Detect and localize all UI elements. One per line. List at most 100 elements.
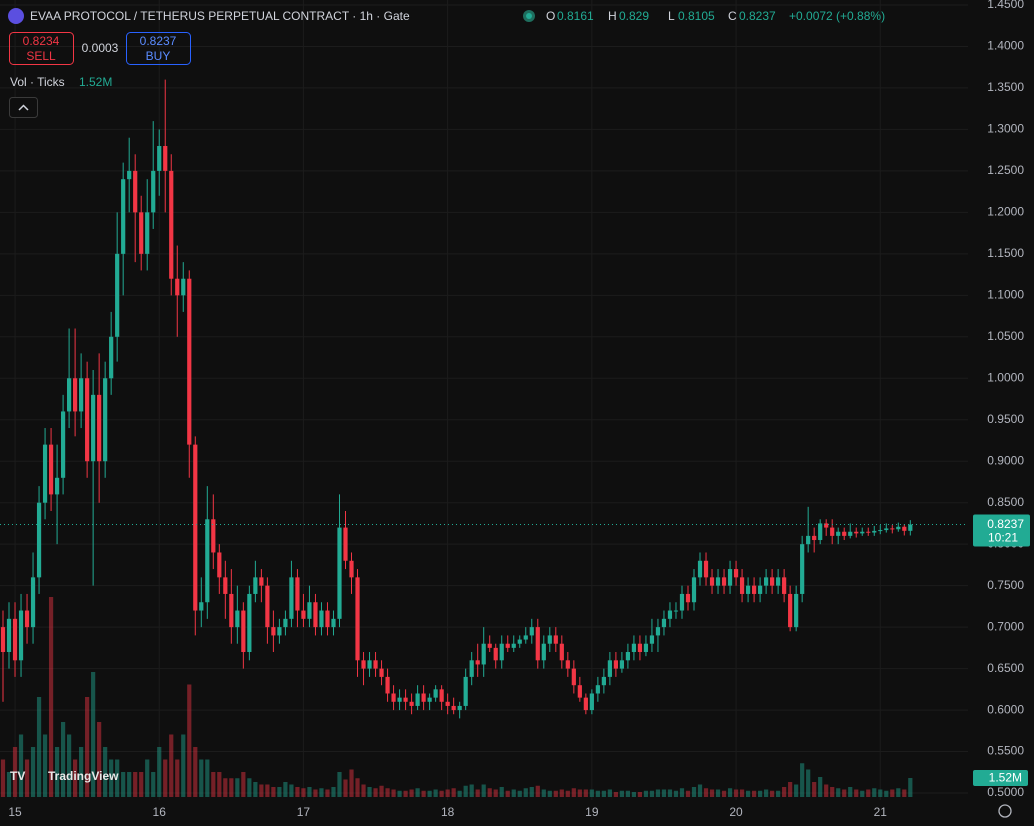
candle-body xyxy=(42,444,48,503)
volume-bar xyxy=(607,789,612,797)
volume-bar xyxy=(241,772,246,797)
volume-bar xyxy=(691,787,697,797)
x-tick-label: 16 xyxy=(153,805,167,819)
candle-body xyxy=(439,689,444,702)
candle-body xyxy=(18,610,24,661)
candle-body xyxy=(217,552,222,578)
volume-bar xyxy=(223,778,228,797)
candle-body xyxy=(145,212,150,254)
volume-bar xyxy=(902,789,907,797)
volume-title: Vol · Ticks xyxy=(10,75,65,89)
volume-bar xyxy=(697,784,703,797)
volume-bar xyxy=(66,734,72,797)
volume-bar xyxy=(103,747,108,797)
candle-body xyxy=(469,660,474,677)
volume-bar xyxy=(547,790,552,797)
volume-bar xyxy=(187,684,192,797)
volume-bar xyxy=(523,788,528,797)
candle-body xyxy=(902,526,907,531)
candle-body xyxy=(836,531,841,536)
volume-bar xyxy=(565,790,570,797)
candle-body xyxy=(421,693,426,702)
volume-tag-label: 1.52M xyxy=(989,771,1022,785)
volume-bar xyxy=(229,778,234,797)
volume-bar xyxy=(703,788,709,797)
volume-bar xyxy=(379,785,384,797)
settings-icon[interactable] xyxy=(998,804,1012,818)
volume-bar xyxy=(115,759,120,797)
candle-body xyxy=(445,701,450,706)
candle-body xyxy=(523,635,528,640)
candle-body xyxy=(571,668,576,686)
sell-price: 0.8234 xyxy=(23,34,60,48)
candle-body xyxy=(673,610,679,612)
candle-body xyxy=(235,610,240,628)
volume-bar xyxy=(457,790,462,797)
candle-body xyxy=(589,693,594,711)
buy-button[interactable] xyxy=(126,32,191,65)
candle-body xyxy=(595,685,600,694)
candle-body xyxy=(433,689,438,698)
countdown-label: 10:21 xyxy=(988,531,1018,545)
volume-bar xyxy=(589,789,594,797)
candle-body xyxy=(253,577,258,594)
candle-body xyxy=(788,593,793,628)
candle-body xyxy=(181,278,186,296)
candle-body xyxy=(103,378,108,462)
candle-body xyxy=(745,585,751,594)
candle-body xyxy=(367,660,372,669)
candle-body xyxy=(48,444,54,495)
y-tick-label: 0.6500 xyxy=(987,661,1024,675)
volume-bar xyxy=(289,784,294,797)
volume-bar xyxy=(890,789,895,797)
ohlc-l: 0.8105 xyxy=(678,9,715,23)
volume-bar xyxy=(619,790,625,797)
volume-bar xyxy=(679,788,685,797)
candle-body xyxy=(307,602,312,619)
candle-body xyxy=(619,660,625,669)
y-tick-label: 1.4500 xyxy=(987,0,1024,11)
candle-body xyxy=(685,593,691,603)
time-axis-bg xyxy=(0,800,968,826)
candle-body xyxy=(872,530,877,533)
volume-bar xyxy=(373,788,378,797)
candle-body xyxy=(355,577,360,661)
volume-bar xyxy=(637,792,643,797)
volume-bar xyxy=(631,792,637,797)
volume-bar xyxy=(139,772,144,797)
sell-button[interactable] xyxy=(9,32,74,65)
volume-bar xyxy=(529,787,534,797)
volume-bar xyxy=(349,769,354,797)
y-tick-label: 0.9500 xyxy=(987,412,1024,426)
y-tick-label: 1.2500 xyxy=(987,163,1024,177)
candle-body xyxy=(884,528,889,531)
x-tick-label: 21 xyxy=(874,805,888,819)
volume-bar xyxy=(433,789,438,797)
collapse-button[interactable] xyxy=(9,97,38,118)
candle-body xyxy=(403,697,408,702)
volume-bar xyxy=(451,788,456,797)
candle-body xyxy=(139,212,144,254)
volume-bar xyxy=(277,787,282,797)
candle-body xyxy=(679,593,685,611)
candle-body xyxy=(115,253,120,337)
volume-bar xyxy=(782,787,787,797)
candle-body xyxy=(283,618,288,628)
candle-body xyxy=(757,585,763,594)
volume-bar xyxy=(151,772,156,797)
candle-body xyxy=(535,627,540,661)
ohlc-h: 0.829 xyxy=(619,9,649,23)
ohlc-o-letter: O xyxy=(546,9,555,23)
volume-bar xyxy=(60,722,66,797)
candle-body xyxy=(866,531,871,533)
volume-bar xyxy=(12,747,18,797)
volume-bar xyxy=(109,759,114,797)
candle-body xyxy=(481,643,486,665)
candle-body xyxy=(259,577,264,586)
candle-body xyxy=(169,170,174,279)
candle-body xyxy=(54,477,60,495)
volume-bar xyxy=(247,778,252,797)
symbol-title[interactable]: EVAA PROTOCOL / TETHERUS PERPETUAL CONTR… xyxy=(30,9,410,23)
volume-bar xyxy=(553,790,558,797)
